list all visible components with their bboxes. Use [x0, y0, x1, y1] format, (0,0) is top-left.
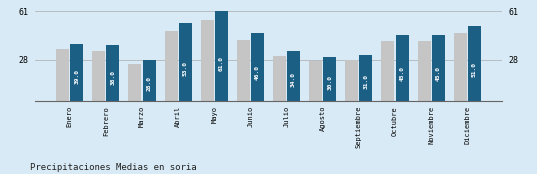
- Bar: [468, 26, 481, 101]
- Bar: [454, 33, 467, 101]
- Bar: [164, 31, 178, 101]
- Bar: [381, 41, 395, 101]
- Text: 39.0: 39.0: [74, 69, 79, 84]
- Bar: [56, 49, 69, 101]
- Text: Precipitaciones Medias en soria: Precipitaciones Medias en soria: [30, 163, 196, 172]
- Bar: [432, 35, 445, 101]
- Bar: [345, 60, 358, 101]
- Text: 31.0: 31.0: [364, 74, 368, 89]
- Bar: [309, 61, 322, 101]
- Bar: [237, 40, 250, 101]
- Bar: [323, 57, 336, 101]
- Text: 28.0: 28.0: [147, 76, 151, 91]
- Text: 46.0: 46.0: [255, 65, 260, 80]
- Text: 45.0: 45.0: [436, 66, 441, 81]
- Bar: [201, 20, 214, 101]
- Bar: [92, 51, 105, 101]
- Bar: [142, 60, 156, 101]
- Text: 34.0: 34.0: [291, 72, 296, 87]
- Bar: [418, 41, 431, 101]
- Text: 45.0: 45.0: [400, 66, 404, 81]
- Bar: [359, 55, 373, 101]
- Text: 51.0: 51.0: [472, 62, 477, 77]
- Bar: [106, 45, 119, 101]
- Bar: [179, 23, 192, 101]
- Bar: [215, 11, 228, 101]
- Bar: [273, 56, 286, 101]
- Text: 38.0: 38.0: [111, 70, 115, 85]
- Bar: [251, 33, 264, 101]
- Text: 53.0: 53.0: [183, 61, 188, 76]
- Text: 61.0: 61.0: [219, 56, 224, 71]
- Bar: [396, 35, 409, 101]
- Text: 30.0: 30.0: [327, 75, 332, 90]
- Bar: [287, 51, 300, 101]
- Bar: [128, 64, 141, 101]
- Bar: [70, 44, 83, 101]
